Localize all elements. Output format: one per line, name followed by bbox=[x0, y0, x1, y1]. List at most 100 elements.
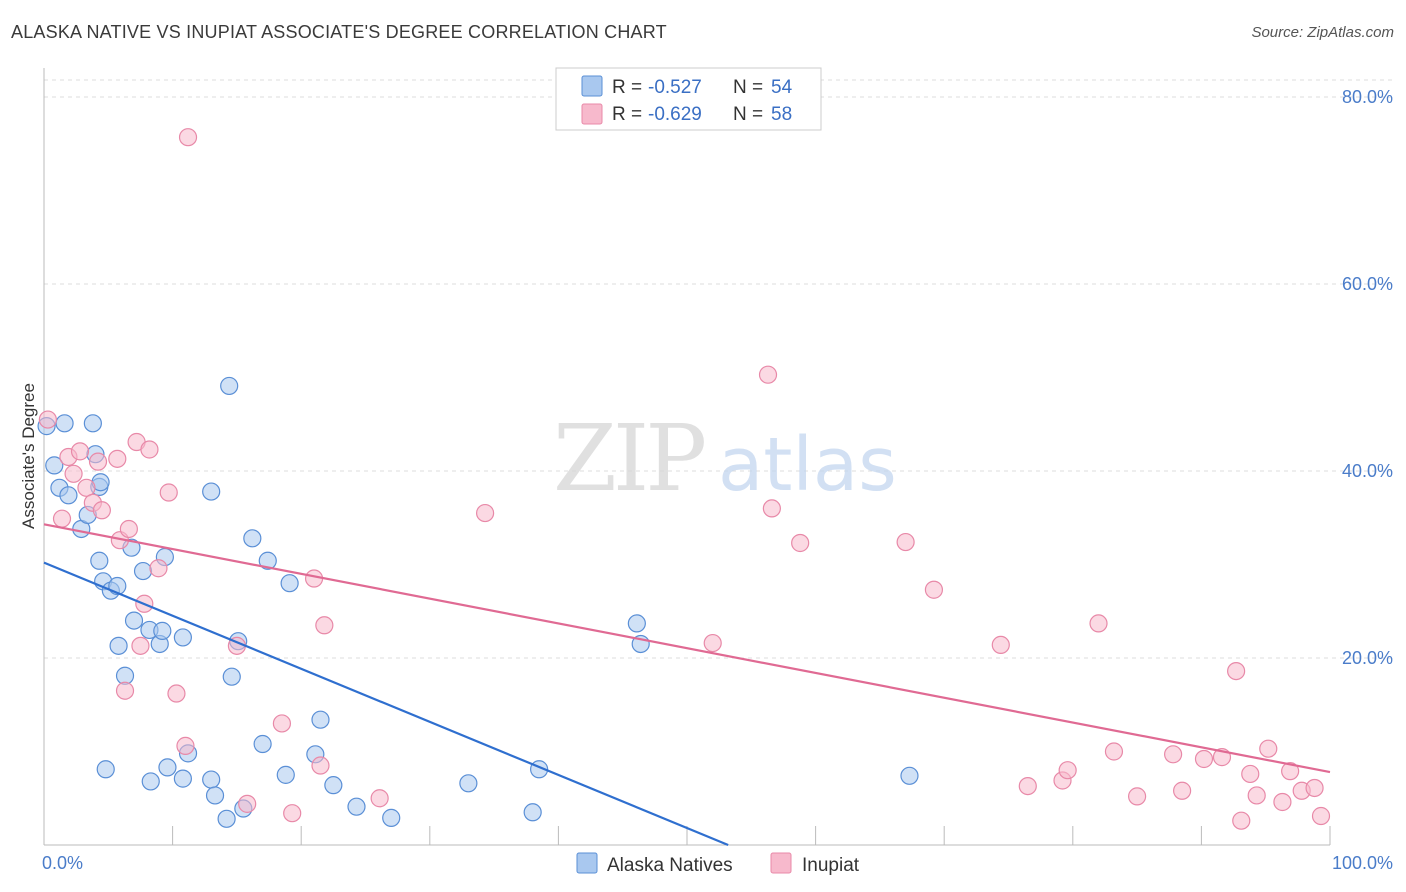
data-point-inupiat bbox=[311, 756, 330, 775]
data-point-inupiat bbox=[1173, 781, 1192, 800]
data-point-alaska-natives bbox=[627, 614, 646, 633]
legend-swatch-pink bbox=[581, 103, 603, 125]
data-point-alaska-natives bbox=[202, 770, 221, 789]
data-point-inupiat bbox=[176, 736, 195, 755]
data-point-inupiat bbox=[315, 616, 334, 635]
bottom-legend-label: Inupiat bbox=[802, 855, 860, 876]
x-tick-label: 100.0% bbox=[1332, 853, 1393, 873]
data-point-alaska-natives bbox=[243, 529, 262, 548]
data-point-inupiat bbox=[167, 684, 186, 703]
data-point-inupiat bbox=[283, 804, 302, 823]
data-point-alaska-natives bbox=[222, 667, 241, 686]
data-point-alaska-natives bbox=[382, 808, 401, 827]
data-point-alaska-natives bbox=[324, 776, 343, 795]
legend-r-label: R = bbox=[612, 104, 642, 125]
trend-lines bbox=[43, 523, 1331, 847]
data-point-inupiat bbox=[119, 519, 138, 539]
data-point-inupiat bbox=[1104, 742, 1124, 761]
data-point-inupiat bbox=[1164, 745, 1183, 764]
data-point-inupiat bbox=[149, 559, 168, 578]
legend-swatch-blue bbox=[581, 75, 603, 97]
data-point-inupiat bbox=[1089, 614, 1108, 633]
chart-title: ALASKA NATIVE VS INUPIAT ASSOCIATE'S DEG… bbox=[11, 22, 667, 42]
data-point-inupiat bbox=[1127, 787, 1147, 806]
data-point-alaska-natives bbox=[55, 414, 74, 433]
data-point-alaska-natives bbox=[141, 772, 160, 791]
data-point-alaska-natives bbox=[109, 636, 128, 655]
data-point-alaska-natives bbox=[153, 621, 172, 640]
legend-r-value: -0.527 bbox=[648, 77, 702, 98]
data-point-alaska-natives bbox=[311, 710, 330, 729]
data-point-inupiat bbox=[159, 483, 178, 502]
grid-lines bbox=[44, 79, 1392, 659]
legend-n-value: 54 bbox=[771, 77, 793, 98]
data-point-inupiat bbox=[108, 449, 127, 468]
data-point-inupiat bbox=[1305, 778, 1324, 798]
y-tick-label: 80.0% bbox=[1342, 87, 1393, 107]
data-point-inupiat bbox=[272, 714, 292, 733]
data-point-inupiat bbox=[115, 681, 135, 700]
data-point-inupiat bbox=[38, 410, 57, 429]
data-point-alaska-natives bbox=[158, 758, 177, 777]
data-point-inupiat bbox=[88, 452, 108, 471]
bottom-legend-label: Alaska Natives bbox=[607, 855, 733, 876]
legend-r-value: -0.629 bbox=[648, 104, 702, 125]
data-point-inupiat bbox=[1194, 749, 1214, 769]
data-point-alaska-natives bbox=[96, 760, 115, 779]
trend-line-inupiat bbox=[43, 523, 1331, 774]
legend-r-label: R = bbox=[612, 77, 642, 98]
data-point-inupiat bbox=[1058, 761, 1077, 780]
data-point-alaska-natives bbox=[347, 797, 366, 816]
data-point-inupiat bbox=[238, 794, 257, 813]
data-point-alaska-natives bbox=[253, 734, 272, 754]
chart-source: Source: ZipAtlas.com bbox=[1251, 24, 1394, 41]
data-point-inupiat bbox=[131, 636, 150, 655]
bottom-legend-swatch-pink bbox=[770, 852, 792, 874]
data-point-alaska-natives bbox=[459, 774, 478, 793]
data-point-inupiat bbox=[703, 633, 722, 653]
data-point-alaska-natives bbox=[45, 456, 64, 475]
data-point-inupiat bbox=[475, 503, 495, 523]
data-point-inupiat bbox=[77, 478, 96, 497]
data-point-alaska-natives bbox=[83, 414, 102, 433]
legend: R = -0.527 N = 54 R = -0.629 N = 58 bbox=[555, 67, 822, 131]
data-point-inupiat bbox=[762, 499, 781, 518]
data-points bbox=[37, 128, 1331, 830]
data-point-alaska-natives bbox=[133, 561, 153, 581]
data-point-inupiat bbox=[1281, 762, 1300, 781]
data-point-inupiat bbox=[991, 635, 1010, 655]
trend-line-alaska-natives bbox=[43, 561, 729, 847]
data-point-inupiat bbox=[370, 789, 389, 808]
data-point-alaska-natives bbox=[523, 803, 542, 822]
data-point-alaska-natives bbox=[217, 809, 236, 828]
data-point-alaska-natives bbox=[202, 482, 221, 501]
x-tick-label: 0.0% bbox=[42, 853, 83, 873]
bottom-legend-swatch-blue bbox=[576, 852, 598, 874]
data-point-inupiat bbox=[92, 501, 111, 520]
watermark: ZIP atlas bbox=[553, 405, 897, 512]
axes bbox=[43, 68, 1331, 846]
legend-n-label: N = bbox=[733, 104, 763, 125]
watermark-atlas: atlas bbox=[718, 422, 897, 508]
data-point-inupiat bbox=[896, 532, 915, 552]
data-point-inupiat bbox=[1247, 786, 1266, 805]
data-point-alaska-natives bbox=[276, 765, 295, 784]
legend-n-value: 58 bbox=[771, 104, 792, 125]
data-point-alaska-natives bbox=[173, 769, 192, 788]
data-point-inupiat bbox=[1232, 811, 1251, 830]
bottom-legend: Alaska Natives Inupiat bbox=[576, 852, 860, 876]
watermark-zip: ZIP bbox=[553, 405, 704, 512]
data-point-inupiat bbox=[64, 464, 83, 483]
data-point-inupiat bbox=[791, 533, 810, 553]
data-point-alaska-natives bbox=[124, 611, 144, 630]
data-point-alaska-natives bbox=[205, 786, 225, 805]
x-tick-labels: 0.0% 100.0% bbox=[42, 853, 1393, 873]
data-point-alaska-natives bbox=[900, 766, 919, 785]
data-point-inupiat bbox=[1227, 661, 1246, 681]
data-point-alaska-natives bbox=[90, 551, 109, 570]
data-point-alaska-natives bbox=[173, 628, 192, 647]
y-axis-label: Associate's Degree bbox=[19, 383, 38, 529]
y-tick-label: 20.0% bbox=[1342, 648, 1393, 668]
data-point-inupiat bbox=[924, 580, 944, 599]
